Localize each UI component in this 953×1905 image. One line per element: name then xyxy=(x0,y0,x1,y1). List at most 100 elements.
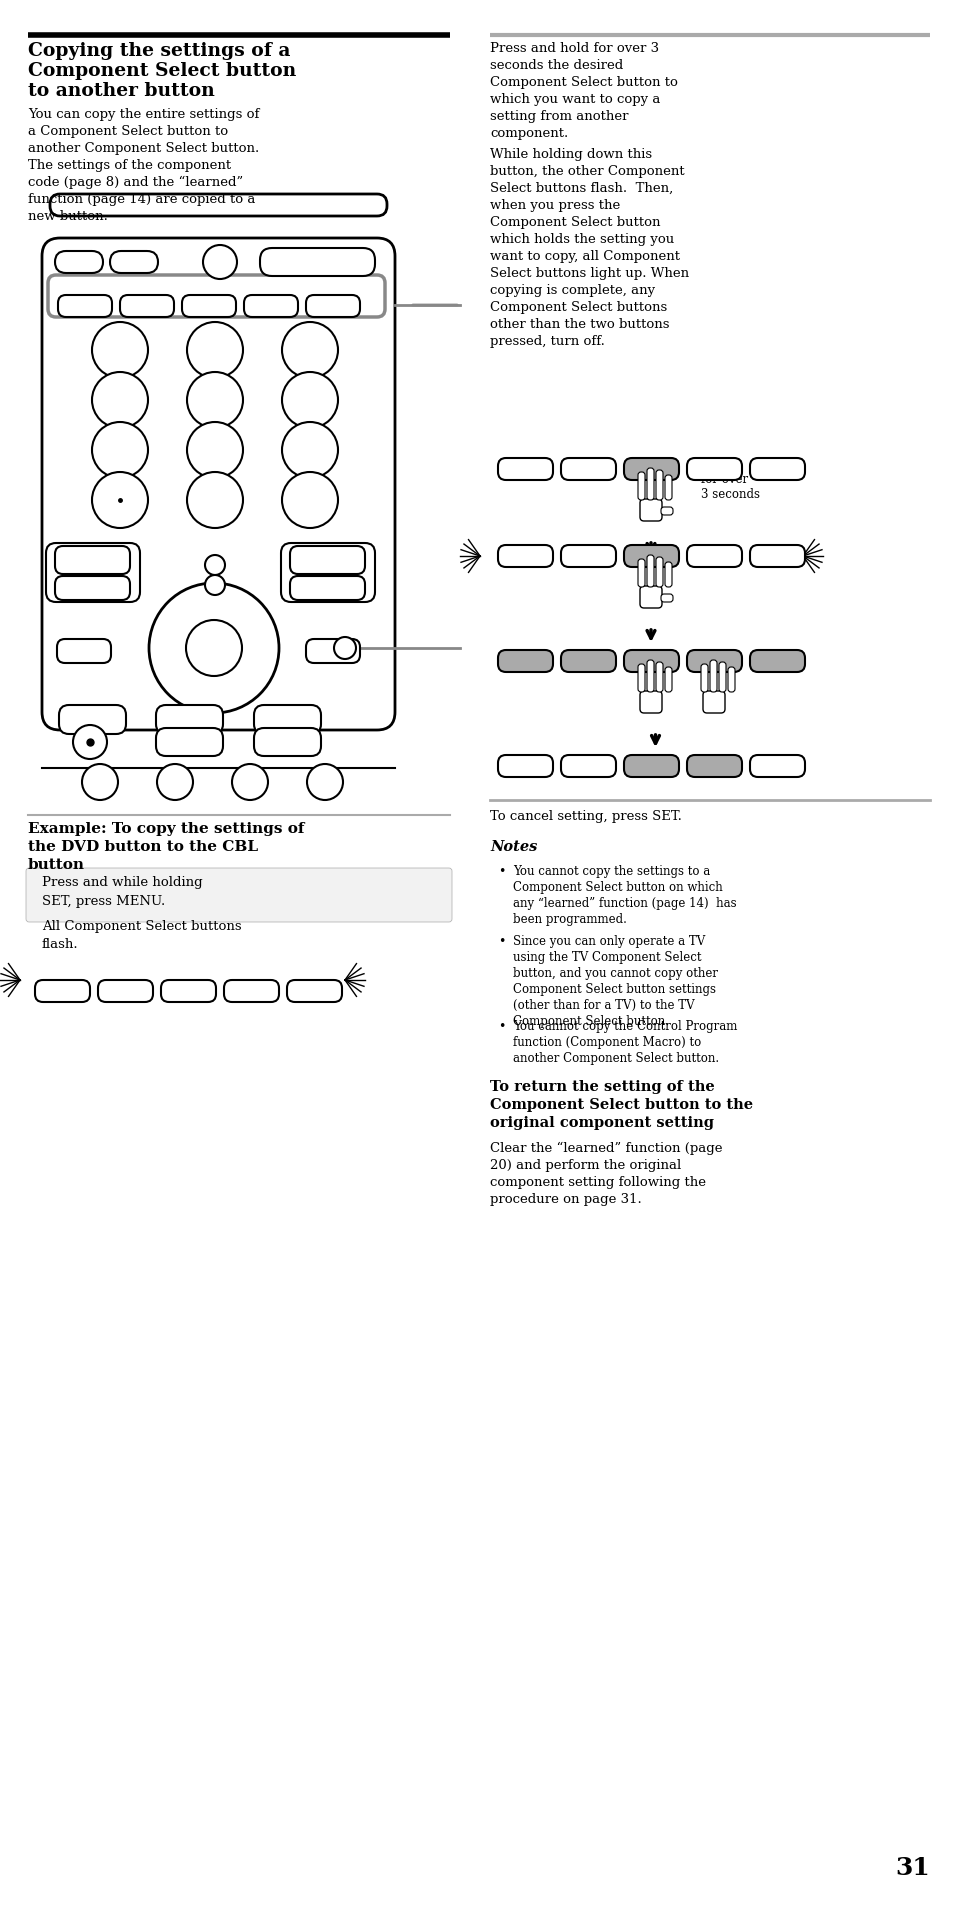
FancyBboxPatch shape xyxy=(660,594,672,602)
FancyBboxPatch shape xyxy=(560,457,616,480)
FancyBboxPatch shape xyxy=(749,457,804,480)
Text: (other than for a TV) to the TV: (other than for a TV) to the TV xyxy=(513,998,694,1012)
Circle shape xyxy=(187,371,243,429)
FancyBboxPatch shape xyxy=(686,457,741,480)
Text: Select buttons light up. When: Select buttons light up. When xyxy=(490,267,688,280)
Text: to another button: to another button xyxy=(28,82,214,99)
Text: for over
3 seconds: for over 3 seconds xyxy=(700,472,760,501)
FancyBboxPatch shape xyxy=(161,979,215,1002)
FancyBboxPatch shape xyxy=(290,547,365,573)
Text: Press and while holding: Press and while holding xyxy=(42,876,202,890)
FancyBboxPatch shape xyxy=(639,499,661,520)
FancyBboxPatch shape xyxy=(55,251,103,272)
FancyBboxPatch shape xyxy=(664,667,671,692)
Text: The settings of the component: The settings of the component xyxy=(28,158,231,171)
FancyBboxPatch shape xyxy=(98,979,152,1002)
FancyBboxPatch shape xyxy=(719,663,725,692)
FancyBboxPatch shape xyxy=(686,650,741,672)
Text: You cannot copy the settings to a: You cannot copy the settings to a xyxy=(513,865,709,878)
Text: component.: component. xyxy=(490,128,568,139)
Text: Component Select button to: Component Select button to xyxy=(490,76,678,90)
FancyBboxPatch shape xyxy=(306,295,359,316)
Text: Since you can only operate a TV: Since you can only operate a TV xyxy=(513,935,704,949)
Circle shape xyxy=(149,583,278,712)
Text: code (page 8) and the “learned”: code (page 8) and the “learned” xyxy=(28,175,243,189)
FancyBboxPatch shape xyxy=(120,295,173,316)
Circle shape xyxy=(282,472,337,528)
FancyBboxPatch shape xyxy=(497,650,553,672)
FancyBboxPatch shape xyxy=(281,543,375,602)
FancyBboxPatch shape xyxy=(497,754,553,777)
Circle shape xyxy=(157,764,193,800)
FancyBboxPatch shape xyxy=(560,650,616,672)
Text: using the TV Component Select: using the TV Component Select xyxy=(513,951,700,964)
Text: +: + xyxy=(84,551,100,570)
Text: While holding down this: While holding down this xyxy=(490,149,652,162)
FancyBboxPatch shape xyxy=(638,558,644,587)
Text: copying is complete, any: copying is complete, any xyxy=(490,284,655,297)
Text: ►►: ►► xyxy=(277,712,296,726)
FancyBboxPatch shape xyxy=(700,665,707,692)
FancyBboxPatch shape xyxy=(664,474,671,499)
FancyBboxPatch shape xyxy=(623,545,679,568)
Text: 20) and perform the original: 20) and perform the original xyxy=(490,1158,680,1172)
FancyBboxPatch shape xyxy=(110,251,158,272)
Text: To return the setting of the: To return the setting of the xyxy=(490,1080,714,1093)
FancyBboxPatch shape xyxy=(156,705,223,733)
FancyBboxPatch shape xyxy=(656,556,662,587)
Text: when you press the: when you press the xyxy=(490,198,619,211)
Text: 31: 31 xyxy=(894,1855,929,1880)
Text: component setting following the: component setting following the xyxy=(490,1175,705,1189)
Circle shape xyxy=(307,764,343,800)
Text: ◄◄: ◄◄ xyxy=(82,712,102,726)
Text: •: • xyxy=(497,1019,505,1033)
FancyBboxPatch shape xyxy=(156,728,223,756)
Text: been programmed.: been programmed. xyxy=(513,912,626,926)
FancyBboxPatch shape xyxy=(686,545,741,568)
FancyBboxPatch shape xyxy=(50,194,387,215)
Text: Select buttons flash.  Then,: Select buttons flash. Then, xyxy=(490,183,673,194)
FancyBboxPatch shape xyxy=(290,575,365,600)
Text: •: • xyxy=(497,935,505,949)
FancyBboxPatch shape xyxy=(646,469,654,499)
FancyBboxPatch shape xyxy=(656,663,662,692)
FancyBboxPatch shape xyxy=(42,238,395,730)
Text: original component setting: original component setting xyxy=(490,1116,713,1130)
Text: function (Component Macro) to: function (Component Macro) to xyxy=(513,1036,700,1050)
FancyBboxPatch shape xyxy=(560,754,616,777)
FancyBboxPatch shape xyxy=(623,457,679,480)
FancyBboxPatch shape xyxy=(253,728,320,756)
Circle shape xyxy=(187,472,243,528)
FancyBboxPatch shape xyxy=(497,545,553,568)
Circle shape xyxy=(82,764,118,800)
FancyBboxPatch shape xyxy=(623,650,679,672)
Text: Component Select button to the: Component Select button to the xyxy=(490,1097,752,1113)
Circle shape xyxy=(91,472,148,528)
Text: Component Select button on which: Component Select button on which xyxy=(513,880,722,893)
FancyBboxPatch shape xyxy=(58,295,112,316)
FancyBboxPatch shape xyxy=(749,754,804,777)
Text: Component Select button: Component Select button xyxy=(490,215,659,229)
FancyBboxPatch shape xyxy=(749,545,804,568)
Text: Clear the “learned” function (page: Clear the “learned” function (page xyxy=(490,1141,721,1154)
Text: another Component Select button.: another Component Select button. xyxy=(28,143,259,154)
FancyBboxPatch shape xyxy=(260,248,375,276)
Text: setting from another: setting from another xyxy=(490,110,628,124)
Text: another Component Select button.: another Component Select button. xyxy=(513,1052,719,1065)
Text: the DVD button to the CBL: the DVD button to the CBL xyxy=(28,840,258,853)
FancyBboxPatch shape xyxy=(253,705,320,733)
FancyBboxPatch shape xyxy=(306,638,359,663)
FancyBboxPatch shape xyxy=(26,869,452,922)
Circle shape xyxy=(73,726,107,758)
Text: pressed, turn off.: pressed, turn off. xyxy=(490,335,604,349)
Circle shape xyxy=(187,322,243,377)
FancyBboxPatch shape xyxy=(638,472,644,499)
Circle shape xyxy=(91,371,148,429)
Circle shape xyxy=(282,322,337,377)
Text: −: − xyxy=(319,579,334,596)
FancyBboxPatch shape xyxy=(244,295,297,316)
Circle shape xyxy=(186,619,242,676)
Text: procedure on page 31.: procedure on page 31. xyxy=(490,1193,641,1206)
Text: Component Select button: Component Select button xyxy=(28,63,296,80)
Circle shape xyxy=(187,423,243,478)
